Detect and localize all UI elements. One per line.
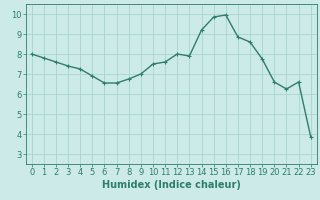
X-axis label: Humidex (Indice chaleur): Humidex (Indice chaleur) [102, 180, 241, 190]
